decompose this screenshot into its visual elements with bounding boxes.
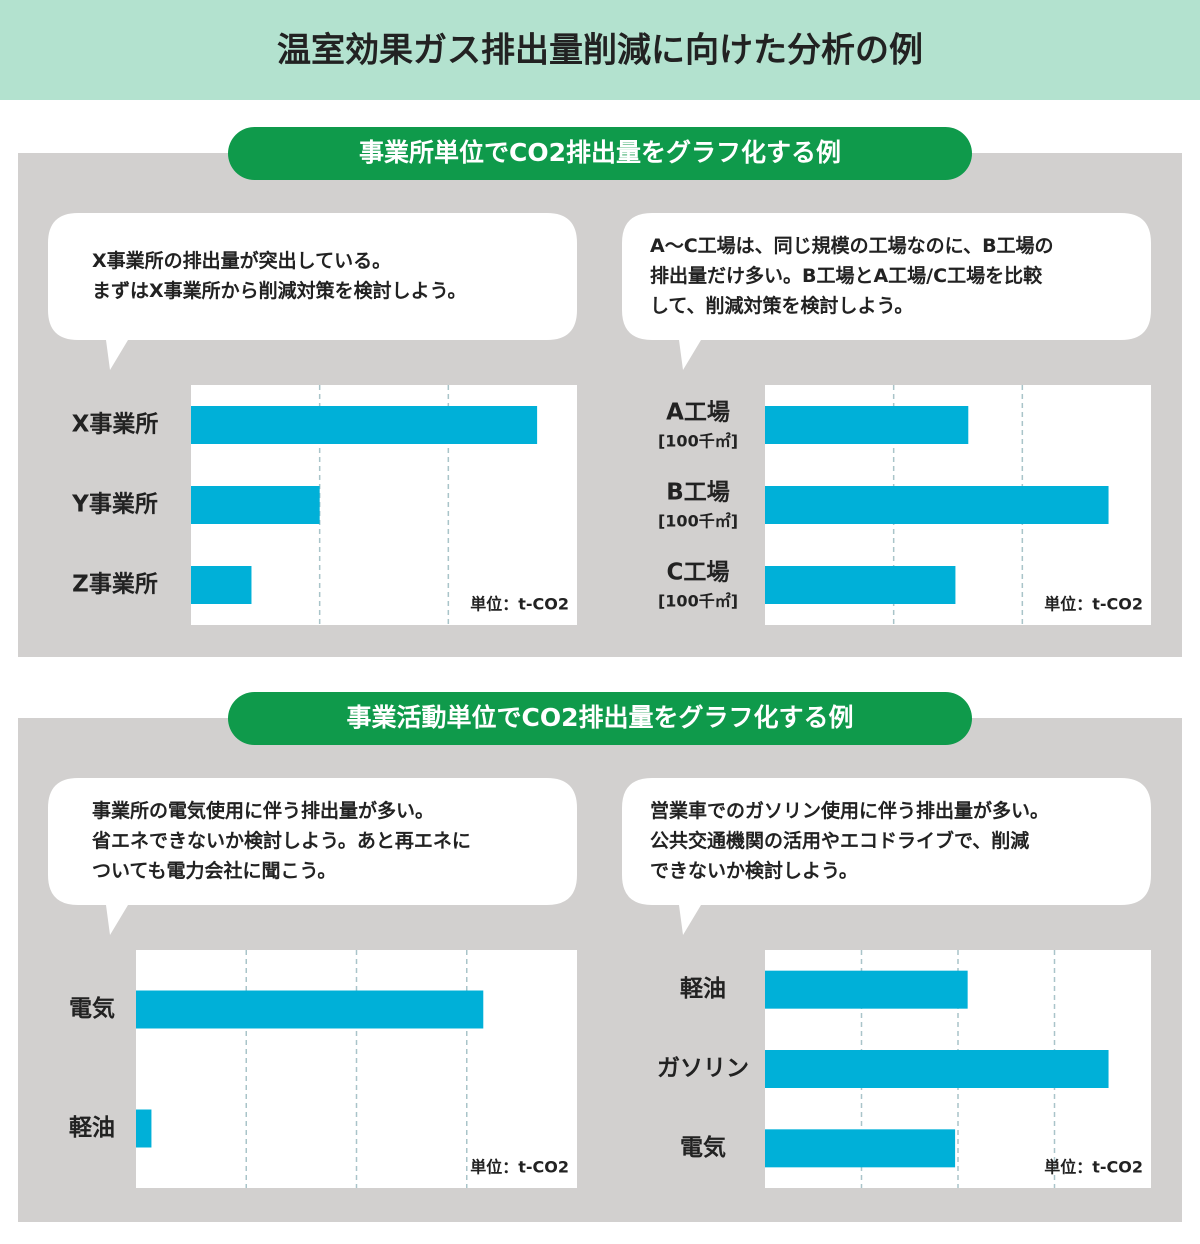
speech-bubble: [622, 778, 1151, 935]
comment-line: して、削減対策を検討しよう。: [650, 294, 913, 317]
bar: [136, 1109, 152, 1148]
category-label: Z事業所: [72, 571, 158, 598]
category-label: Y事業所: [71, 491, 158, 518]
category-note: [100千㎡]: [658, 512, 738, 531]
bar: [765, 1050, 1109, 1088]
category-label: X事業所: [72, 411, 159, 438]
section-pill: [228, 127, 972, 180]
section-pill: [228, 692, 972, 745]
unit-label: 単位：t-CO2: [470, 595, 569, 614]
header-band: [0, 0, 1200, 100]
comment-line: 事業所の電気使用に伴う排出量が多い。: [92, 799, 434, 822]
unit-label: 単位：t-CO2: [1044, 1158, 1143, 1177]
comment-line: まずはX事業所から削減対策を検討しよう。: [92, 279, 467, 302]
speech-bubble: [48, 213, 577, 370]
bar: [191, 486, 320, 524]
speech-bubble: [48, 778, 577, 935]
comment-line: 排出量だけ多い。B工場とA工場/C工場を比較: [650, 264, 1043, 287]
category-label: C工場: [667, 560, 730, 586]
bar: [191, 406, 538, 444]
category-label: 軽油: [69, 1115, 115, 1141]
category-label: 電気: [680, 1134, 726, 1161]
bar: [765, 1129, 956, 1168]
category-note: [100千㎡]: [658, 592, 738, 611]
bar: [191, 566, 252, 604]
comment-line: X事業所の排出量が突出している。: [92, 249, 391, 272]
comment-line: ついても電力会社に聞こう。: [92, 859, 336, 882]
unit-label: 単位：t-CO2: [470, 1158, 569, 1177]
category-label: 軽油: [680, 976, 726, 1002]
section-title: 事業所単位でCO2排出量をグラフ化する例: [359, 138, 841, 167]
comment-line: 営業車でのガソリン使用に伴う排出量が多い。: [650, 799, 1049, 822]
bar: [136, 990, 484, 1029]
page-title: 温室効果ガス排出量削減に向けた分析の例: [277, 31, 923, 71]
bar: [765, 566, 956, 604]
comment-line: 公共交通機関の活用やエコドライブで、削減: [650, 829, 1029, 852]
bar: [765, 406, 969, 444]
comment-line: 省エネできないか検討しよう。あと再エネに: [91, 829, 471, 852]
category-label: A工場: [666, 400, 730, 426]
comment-line: A～C工場は、同じ規模の工場なのに、B工場の: [650, 234, 1054, 257]
section-title: 事業活動単位でCO2排出量をグラフ化する例: [347, 703, 854, 732]
bar: [765, 970, 968, 1009]
category-label: B工場: [666, 480, 730, 506]
comment-line: できないか検討しよう。: [650, 859, 858, 882]
category-note: [100千㎡]: [658, 432, 738, 451]
bar: [765, 486, 1109, 524]
unit-label: 単位：t-CO2: [1044, 595, 1143, 614]
category-label: 電気: [69, 995, 115, 1022]
category-label: ガソリン: [657, 1056, 749, 1082]
speech-bubble: [622, 213, 1151, 370]
